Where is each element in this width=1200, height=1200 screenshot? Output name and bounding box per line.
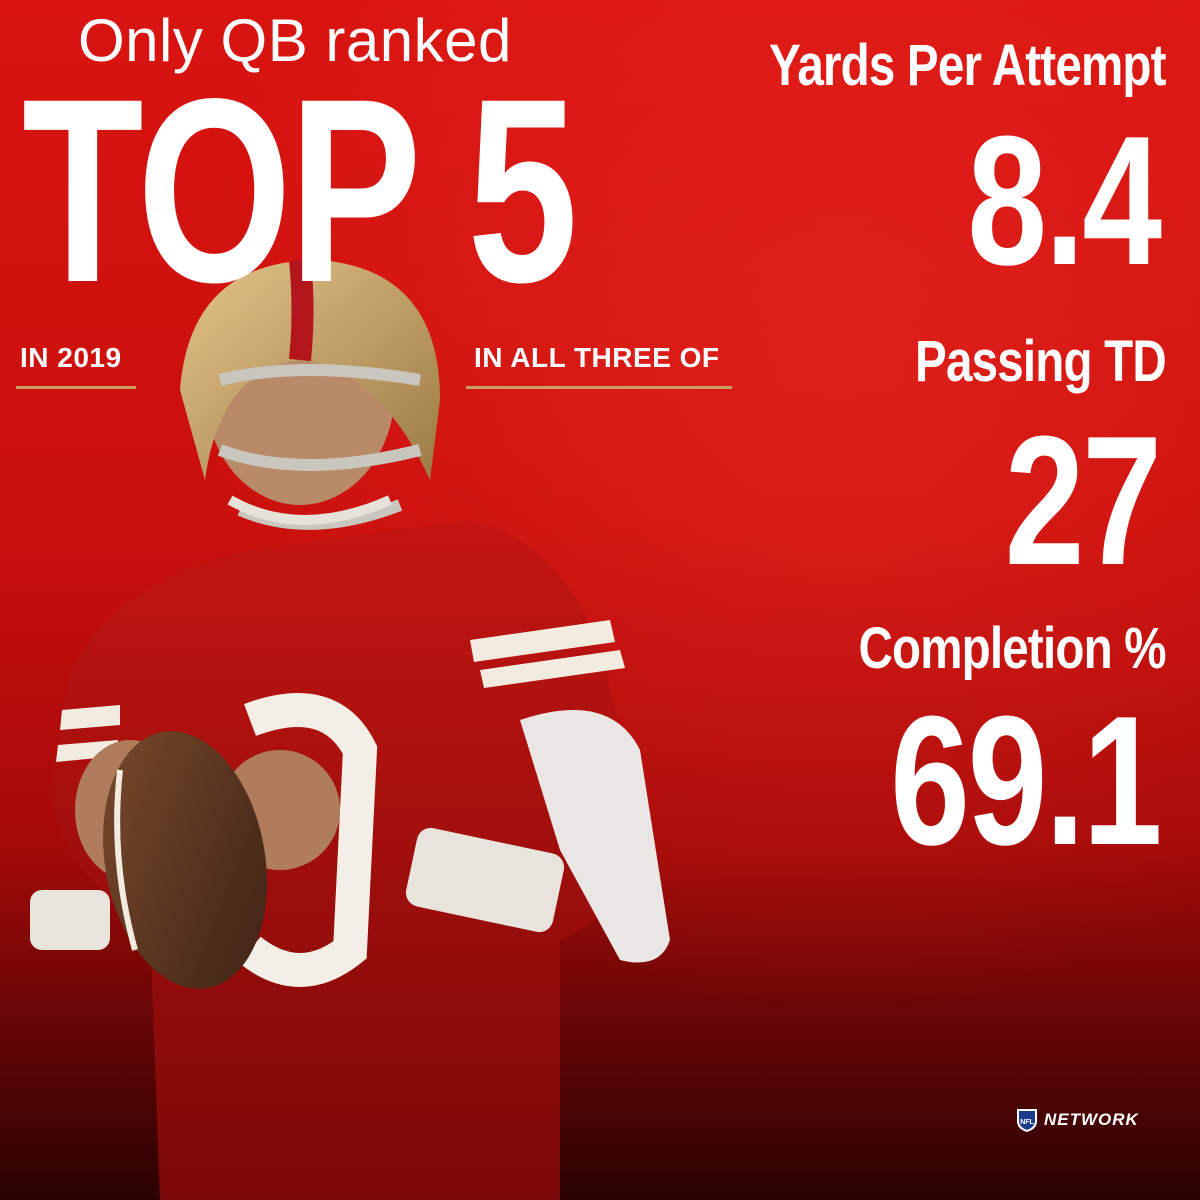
stat-value-yards-per-attempt: 8.4 <box>967 97 1162 303</box>
stat-label-passing-td: Passing TD <box>915 329 1167 394</box>
stat-value-passing-td: 27 <box>1005 397 1162 603</box>
nfl-network-logo: NFL NETWORK <box>1016 1107 1139 1133</box>
svg-text:NFL: NFL <box>1020 1119 1034 1126</box>
year-label: IN 2019 <box>20 342 122 373</box>
stat-label-yards-per-attempt: Yards Per Attempt <box>769 33 1166 98</box>
stat-value-completion-pct: 69.1 <box>890 677 1162 883</box>
quarterback-photo <box>30 258 670 1200</box>
top-five-text: TOP 5 <box>22 44 578 337</box>
all-three-underline <box>466 386 732 389</box>
network-wordmark: NETWORK <box>1044 1110 1139 1129</box>
year-underline <box>16 386 136 389</box>
all-three-label: IN ALL THREE OF <box>474 342 720 373</box>
nfl-shield-icon: NFL <box>1017 1109 1037 1132</box>
headline-text: Only QB ranked <box>78 7 512 74</box>
stat-label-completion-pct: Completion % <box>858 616 1167 681</box>
